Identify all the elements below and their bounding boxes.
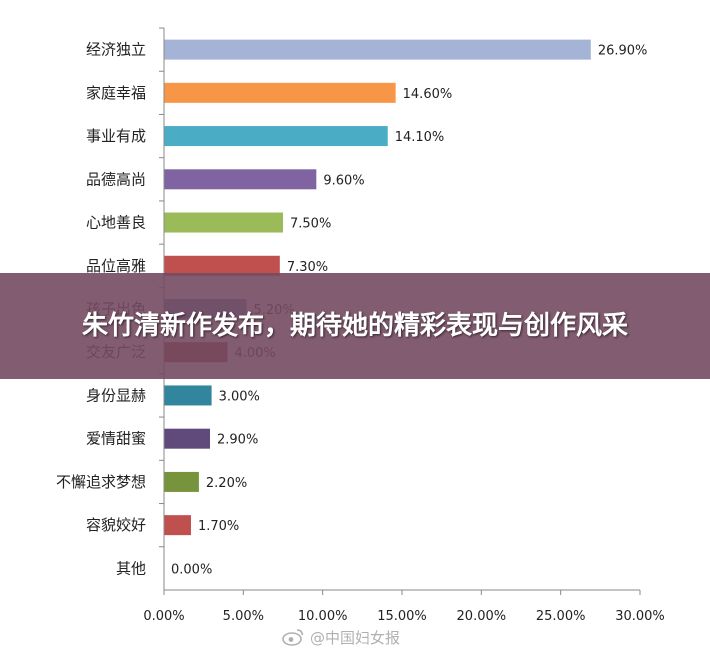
x-ticks-group: 0.00% 5.00% 10.00% 15.00% 20.00% 25.00% 30.00% <box>143 590 665 624</box>
bar <box>164 385 212 406</box>
category-label: 不懈追求梦想 <box>56 473 146 491</box>
data-label: 2.20% <box>206 476 247 491</box>
bar <box>164 82 396 103</box>
x-tick-label: 0.00% <box>143 609 184 624</box>
category-label: 身份显赫 <box>86 386 146 404</box>
weibo-icon <box>282 629 304 646</box>
bar <box>164 471 199 492</box>
bar <box>164 255 280 276</box>
bar <box>164 515 191 536</box>
data-label: 14.60% <box>403 87 453 102</box>
headline-banner: 朱竹清新作发布，期待她的精彩表现与创作风采 <box>0 273 710 379</box>
bar <box>164 126 388 147</box>
watermark: @中国妇女报 <box>282 626 400 648</box>
headline-text: 朱竹清新作发布，期待她的精彩表现与创作风采 <box>81 311 628 341</box>
data-label: 7.50% <box>290 217 331 232</box>
x-tick-label: 10.00% <box>298 609 348 624</box>
category-label: 其他 <box>116 559 146 577</box>
data-label: 3.00% <box>219 389 260 404</box>
x-tick-label: 5.00% <box>223 609 264 624</box>
bar <box>164 428 211 449</box>
category-label: 容貌姣好 <box>86 516 146 534</box>
data-label: 26.90% <box>598 44 648 59</box>
category-label: 心地善良 <box>86 214 146 232</box>
watermark-text: @中国妇女报 <box>310 628 401 647</box>
bar <box>164 39 591 60</box>
data-label: 2.90% <box>217 433 258 448</box>
category-label: 经济独立 <box>86 41 146 59</box>
category-label: 事业有成 <box>86 127 146 145</box>
data-label: 7.30% <box>287 260 328 275</box>
data-label: 9.60% <box>323 173 364 188</box>
x-tick-label: 15.00% <box>377 609 427 624</box>
data-label: 0.00% <box>171 562 212 577</box>
bar <box>164 212 283 233</box>
x-tick-label: 20.00% <box>457 609 507 624</box>
bar <box>164 169 317 190</box>
data-label: 14.10% <box>395 130 445 145</box>
category-label: 品位高雅 <box>86 257 146 275</box>
category-label: 家庭幸福 <box>86 84 146 102</box>
category-label: 爱情甜蜜 <box>86 430 146 448</box>
x-tick-label: 30.00% <box>615 609 665 624</box>
category-label: 品德高尚 <box>86 170 146 188</box>
x-tick-label: 25.00% <box>536 609 586 624</box>
data-label: 1.70% <box>198 519 239 534</box>
